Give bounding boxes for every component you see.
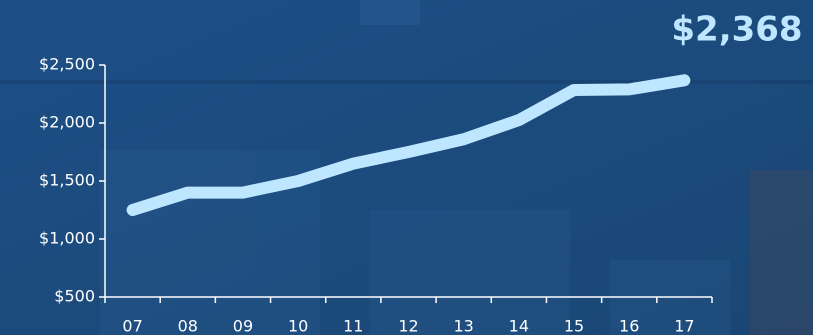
y-tick-label: $1,500 — [39, 171, 95, 190]
y-tick-label: $2,500 — [39, 55, 95, 74]
data-line — [126, 74, 691, 216]
x-tick-label: 16 — [619, 317, 639, 335]
x-tick-label: 15 — [564, 317, 584, 335]
x-tick-label: 07 — [122, 317, 142, 335]
x-tick-label: 13 — [454, 317, 474, 335]
x-tick-label: 09 — [233, 317, 253, 335]
x-tick-label: 14 — [509, 317, 529, 335]
y-tick-label: $1,000 — [39, 229, 95, 248]
y-tick-label: $2,000 — [39, 113, 95, 132]
x-tick-label: 17 — [674, 317, 694, 335]
value-annotation: $2,368 — [671, 10, 802, 50]
x-tick-label: 12 — [398, 317, 418, 335]
x-tick-label: 10 — [288, 317, 308, 335]
x-tick-label: 08 — [178, 317, 198, 335]
y-tick-label: $500 — [54, 287, 95, 306]
x-tick-label: 11 — [343, 317, 363, 335]
